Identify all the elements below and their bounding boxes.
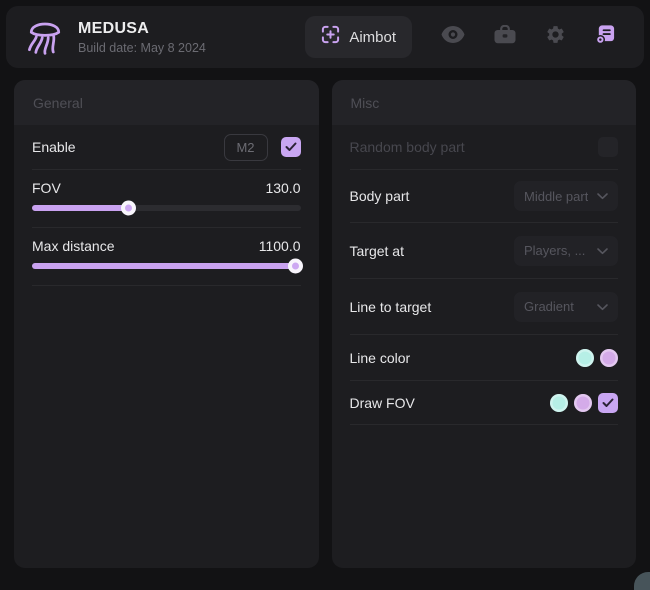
enable-checkbox[interactable] (280, 137, 301, 157)
divider (32, 285, 301, 286)
panel-misc-title: Misc (350, 94, 380, 111)
line-color-swatches (576, 348, 618, 367)
tab-misc[interactable] (494, 24, 516, 49)
line-to-target-label: Line to target (349, 298, 432, 315)
draw-fov-swatch-1[interactable] (550, 393, 568, 412)
fov-slider-fill (32, 200, 136, 216)
fov-slider[interactable] (32, 200, 301, 216)
target-at-selected: Players, ... (524, 243, 586, 258)
eye-icon (441, 26, 465, 48)
divider (349, 222, 618, 223)
title-bar: MEDUSA Build date: May 8 2024 Aimbot (6, 6, 644, 68)
max-distance-slider[interactable] (32, 258, 304, 274)
max-distance-label-row: Max distance 1100.0 (32, 228, 301, 260)
corner-resize-grip[interactable] (634, 572, 650, 590)
max-distance-slider-knob[interactable] (288, 258, 304, 274)
draw-fov-checkbox[interactable] (598, 392, 618, 413)
divider (32, 169, 301, 170)
panel-misc: Misc Random body part Body part Middle p… (331, 80, 637, 568)
max-distance-value: 1100.0 (258, 238, 301, 254)
random-body-part-checkbox[interactable] (598, 137, 618, 157)
panel-general-header: General (14, 80, 319, 125)
fov-block: FOV 130.0 (32, 170, 301, 216)
script-badge-icon (595, 24, 616, 50)
line-color-swatch-2[interactable] (600, 348, 618, 367)
fov-label-row: FOV 130.0 (32, 170, 301, 202)
line-to-target-dropdown[interactable]: Gradient (514, 291, 618, 322)
panel-general-title: General (33, 94, 83, 111)
app-title: MEDUSA (78, 19, 150, 37)
fov-slider-knob[interactable] (120, 200, 136, 216)
body-part-dropdown[interactable]: Middle part (514, 181, 618, 211)
divider (349, 169, 618, 170)
tab-aimbot[interactable]: Aimbot (305, 16, 412, 58)
target-at-dropdown[interactable]: Players, ... (514, 235, 618, 266)
line-to-target-selected: Gradient (524, 299, 574, 314)
divider (349, 334, 618, 335)
content-area: General Enable M2 FOV 130.0 (14, 80, 636, 568)
enable-row: Enable M2 (32, 125, 301, 169)
fov-label: FOV (32, 180, 61, 196)
draw-fov-swatch-2[interactable] (574, 393, 592, 412)
random-body-part-row: Random body part (349, 125, 618, 169)
draw-fov-row: Draw FOV (349, 381, 618, 424)
random-body-part-label: Random body part (349, 139, 465, 155)
divider (349, 278, 618, 279)
line-color-swatch-1[interactable] (576, 348, 594, 367)
max-distance-label: Max distance (32, 238, 115, 254)
gear-icon (545, 24, 566, 50)
divider (349, 424, 618, 425)
panel-general-body: Enable M2 FOV 130.0 (14, 125, 319, 286)
chevron-down-icon (597, 242, 608, 260)
divider (349, 380, 618, 381)
nav-tabs: Aimbot (305, 16, 628, 58)
title-block: MEDUSA Build date: May 8 2024 (78, 20, 206, 55)
body-part-label: Body part (349, 188, 410, 204)
panel-misc-header: Misc (331, 80, 636, 125)
crosshair-icon (321, 25, 340, 49)
line-color-label: Line color (349, 349, 411, 366)
max-distance-block: Max distance 1100.0 (32, 228, 304, 274)
divider (32, 227, 301, 228)
line-color-row: Line color (349, 335, 618, 380)
tab-settings[interactable] (545, 24, 566, 50)
body-part-row: Body part Middle part (349, 170, 618, 222)
tab-aimbot-label: Aimbot (349, 28, 396, 46)
line-to-target-row: Line to target Gradient (349, 279, 618, 334)
tab-visuals[interactable] (441, 26, 465, 48)
target-at-label: Target at (349, 242, 404, 259)
body-part-selected: Middle part (524, 188, 589, 204)
draw-fov-controls (550, 392, 618, 413)
target-at-row: Target at Players, ... (349, 223, 618, 278)
chevron-down-icon (597, 187, 608, 205)
max-distance-slider-fill (32, 258, 304, 274)
jellyfish-icon (23, 13, 67, 62)
app-logo (22, 14, 68, 60)
tab-scripts[interactable] (595, 24, 616, 50)
keybind-badge[interactable]: M2 (223, 133, 268, 161)
briefcase-icon (494, 24, 516, 49)
build-date: Build date: May 8 2024 (78, 40, 206, 55)
draw-fov-label: Draw FOV (349, 394, 415, 411)
panel-misc-body: Random body part Body part Middle part T… (332, 125, 637, 425)
chevron-down-icon (597, 298, 608, 316)
fov-value: 130.0 (265, 180, 301, 196)
enable-label: Enable (32, 139, 76, 155)
panel-general: General Enable M2 FOV 130.0 (14, 80, 319, 568)
